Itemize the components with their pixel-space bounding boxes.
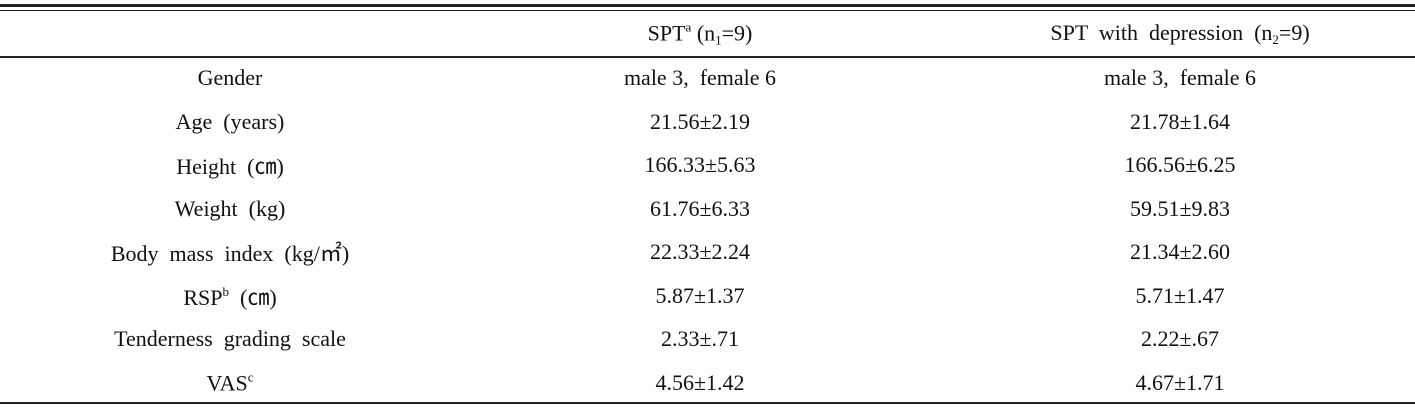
top-rule bbox=[0, 10, 1415, 11]
text-part: (㎝) bbox=[229, 284, 277, 310]
row-label: Gender bbox=[197, 65, 263, 90]
cell: 21.78±1.64 bbox=[1129, 108, 1231, 134]
top-rule bbox=[0, 4, 1415, 7]
column-header: SPT with depression (n2=9) bbox=[1050, 20, 1309, 48]
text-part: c bbox=[247, 369, 254, 384]
row-label: Height (㎝) bbox=[176, 154, 284, 179]
cell: 22.33±2.24 bbox=[649, 239, 751, 264]
row-label: Age (years) bbox=[175, 108, 285, 134]
text-part: VAS bbox=[206, 370, 248, 395]
cell: male 3, female 6 bbox=[1103, 65, 1257, 90]
row-label: Weight (kg) bbox=[174, 195, 286, 221]
row-label: Tenderness grading scale bbox=[114, 326, 346, 351]
text-part: SPT with depression (n bbox=[1050, 20, 1273, 45]
cell: male 3, female 6 bbox=[623, 65, 777, 90]
cell: 166.56±6.25 bbox=[1124, 152, 1236, 177]
cell: 166.33±5.63 bbox=[644, 152, 756, 177]
cell: 4.67±1.71 bbox=[1135, 369, 1225, 395]
text-part: 1 bbox=[715, 32, 722, 48]
cell: 59.51±9.83 bbox=[1129, 195, 1231, 221]
column-header: SPTa (n1=9) bbox=[648, 20, 753, 49]
text-part: =9) bbox=[721, 20, 753, 46]
text-part: b bbox=[222, 283, 230, 299]
cell: 61.76±6.33 bbox=[649, 195, 751, 221]
cell: 21.34±2.60 bbox=[1129, 239, 1231, 264]
bottom-rule bbox=[0, 402, 1415, 404]
text-part: SPT bbox=[647, 20, 686, 46]
cell: 4.56±1.42 bbox=[655, 369, 745, 395]
row-label: Body mass index (kg/㎡) bbox=[110, 241, 350, 266]
row-label: VASc bbox=[207, 369, 254, 396]
text-part: (n bbox=[691, 20, 716, 46]
cell: 21.56±2.19 bbox=[649, 108, 751, 134]
text-part: RSP bbox=[183, 284, 223, 310]
cell: 2.33±.71 bbox=[660, 326, 740, 351]
cell: 5.87±1.37 bbox=[655, 282, 745, 308]
row-label: RSPb (㎝) bbox=[183, 280, 276, 312]
text-part: 2 bbox=[1272, 32, 1279, 47]
cell: 5.71±1.47 bbox=[1135, 282, 1225, 308]
cell: 2.22±.67 bbox=[1140, 326, 1220, 351]
text-part: a bbox=[685, 19, 692, 35]
header-rule bbox=[0, 56, 1415, 58]
text-part: =9) bbox=[1278, 20, 1310, 45]
